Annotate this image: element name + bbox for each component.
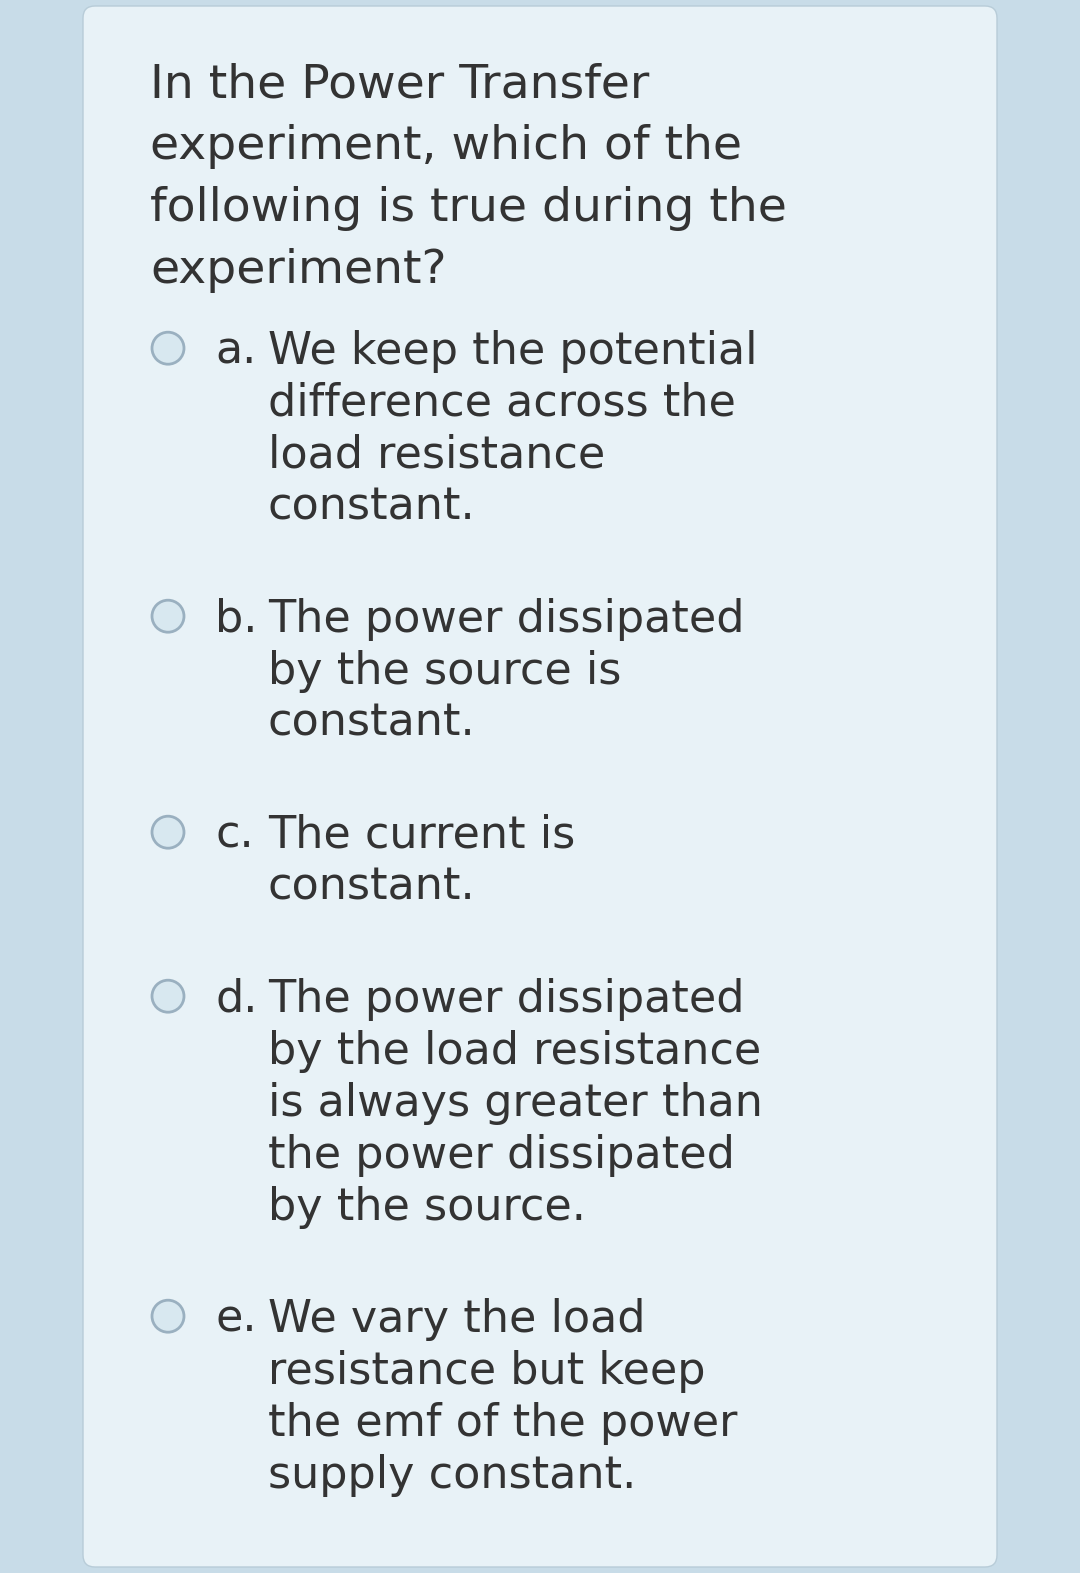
FancyBboxPatch shape: [83, 6, 997, 1567]
Text: resistance but keep: resistance but keep: [268, 1350, 705, 1394]
Text: a.: a.: [215, 330, 256, 373]
Text: experiment, which of the: experiment, which of the: [150, 124, 742, 168]
Text: constant.: constant.: [268, 486, 475, 529]
Text: e.: e.: [215, 1298, 257, 1342]
Text: difference across the: difference across the: [268, 382, 735, 425]
Text: the power dissipated: the power dissipated: [268, 1134, 734, 1177]
Text: by the source.: by the source.: [268, 1186, 585, 1229]
Text: The current is: The current is: [268, 813, 576, 857]
Text: following is true during the: following is true during the: [150, 186, 787, 231]
Text: b.: b.: [215, 598, 257, 642]
Text: is always greater than: is always greater than: [268, 1082, 762, 1125]
Text: constant.: constant.: [268, 867, 475, 909]
Circle shape: [152, 980, 184, 1011]
Text: experiment?: experiment?: [150, 249, 446, 293]
Circle shape: [152, 816, 184, 848]
Text: the emf of the power: the emf of the power: [268, 1402, 738, 1446]
Text: The power dissipated: The power dissipated: [268, 598, 744, 642]
Text: constant.: constant.: [268, 702, 475, 746]
Circle shape: [152, 332, 184, 365]
Circle shape: [152, 601, 184, 632]
Text: d.: d.: [215, 978, 257, 1021]
Text: In the Power Transfer: In the Power Transfer: [150, 61, 649, 107]
Text: The power dissipated: The power dissipated: [268, 978, 744, 1021]
Text: supply constant.: supply constant.: [268, 1453, 636, 1497]
Text: by the source is: by the source is: [268, 650, 621, 694]
Text: by the load resistance: by the load resistance: [268, 1030, 761, 1073]
Circle shape: [152, 1301, 184, 1332]
Text: c.: c.: [215, 813, 254, 857]
Text: We keep the potential: We keep the potential: [268, 330, 757, 373]
Text: We vary the load: We vary the load: [268, 1298, 646, 1342]
Text: load resistance: load resistance: [268, 434, 605, 477]
